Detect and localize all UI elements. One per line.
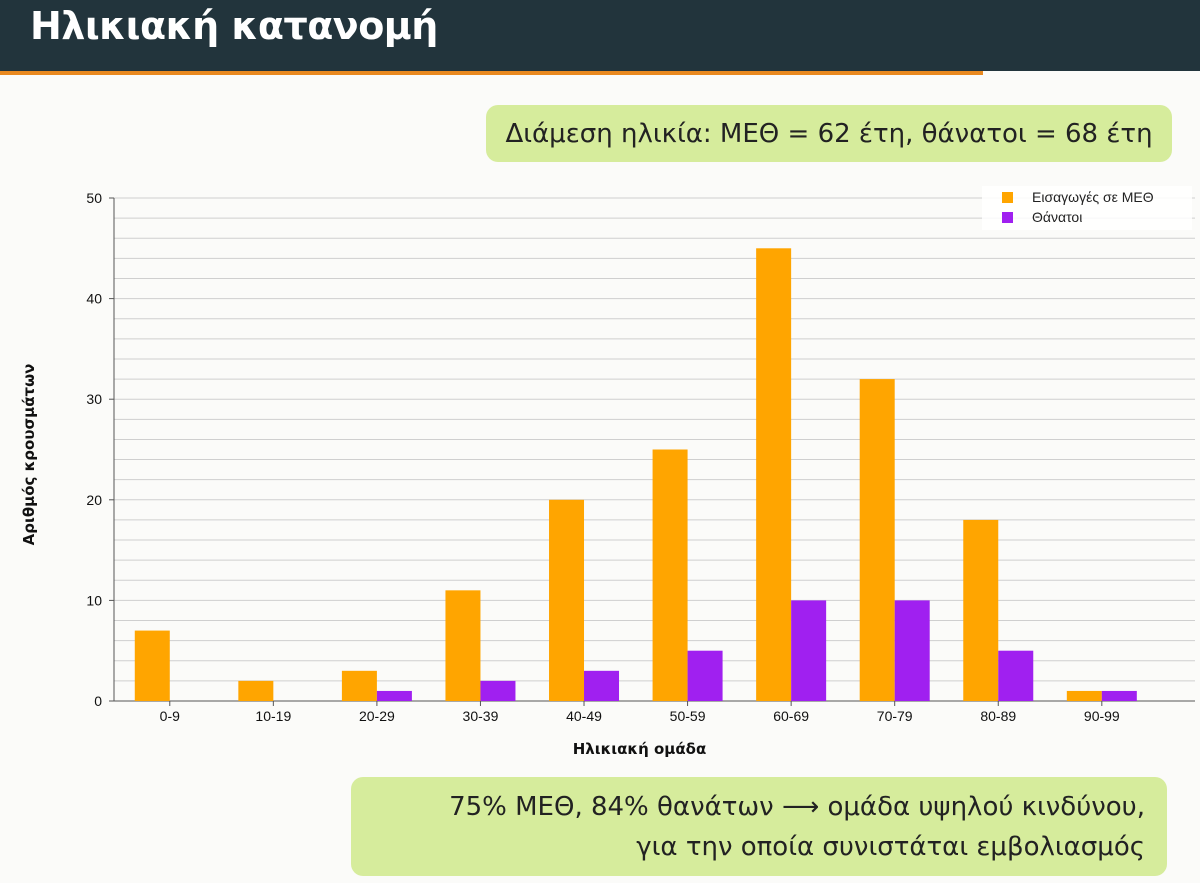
y-tick-label: 30: [86, 391, 102, 407]
legend-swatch: [1002, 212, 1013, 223]
y-tick-label: 10: [86, 592, 102, 608]
bar-deaths: [998, 650, 1034, 701]
legend-box: [982, 186, 1192, 230]
x-tick-label: 30-39: [463, 708, 499, 724]
x-tick-label: 50-59: [670, 708, 706, 724]
risk-callout-line-2: για την οποία συνιστάται εμβολιασμός: [636, 831, 1145, 862]
bar-icu: [963, 519, 999, 701]
x-tick-label: 40-49: [566, 708, 602, 724]
median-age-callout: Διάμεση ηλικία: ΜΕΘ = 62 έτη, θάνατοι = …: [486, 105, 1172, 162]
x-tick-label: 10-19: [255, 708, 291, 724]
x-tick-label: 0-9: [160, 708, 180, 724]
bar-icu: [238, 680, 274, 701]
risk-callout-line-1: 75% ΜΕΘ, 84% θανάτων ⟶ ομάδα υψηλού κινδ…: [449, 791, 1145, 822]
x-axis-title: Ηλικιακή ομάδα: [573, 740, 707, 758]
legend-swatch: [1002, 192, 1013, 203]
header-bar: [0, 0, 1200, 71]
bar-icu: [1066, 690, 1102, 701]
median-age-text: Διάμεση ηλικία: ΜΕΘ = 62 έτη, θάνατοι = …: [505, 118, 1153, 149]
bar-deaths: [687, 650, 723, 701]
bar-deaths: [1101, 690, 1137, 701]
x-tick-label: 80-89: [980, 708, 1016, 724]
y-tick-label: 20: [86, 492, 102, 508]
bar-icu: [134, 630, 170, 701]
bar-icu: [652, 449, 688, 701]
bar-icu: [859, 379, 895, 701]
x-tick-label: 60-69: [773, 708, 809, 724]
y-tick-label: 0: [94, 693, 102, 709]
x-tick-label: 90-99: [1084, 708, 1120, 724]
legend-label: Θάνατοι: [1032, 209, 1082, 225]
bar-deaths: [376, 690, 412, 701]
bar-deaths: [480, 680, 516, 701]
bar-icu: [445, 590, 481, 701]
x-tick-label: 20-29: [359, 708, 395, 724]
legend-label: Εισαγωγές σε ΜΕΘ: [1032, 189, 1154, 205]
bar-icu: [341, 670, 377, 701]
y-tick-label: 40: [86, 291, 102, 307]
header-accent-line: [0, 71, 983, 75]
age-distribution-chart: 0 10 20 30 40 50 0-9 10-19 20-29 30-39 40-49 50-59 6…: [20, 186, 1195, 758]
bar-icu: [549, 499, 585, 701]
bar-deaths: [584, 670, 620, 701]
x-tick-label: 70-79: [877, 708, 913, 724]
bar-icu: [756, 248, 792, 702]
risk-group-callout: 75% ΜΕΘ, 84% θανάτων ⟶ ομάδα υψηλού κινδ…: [351, 777, 1167, 876]
y-tick-label: 50: [86, 190, 102, 206]
bar-deaths: [894, 600, 930, 701]
slide-title: Ηλικιακή κατανομή: [30, 4, 438, 48]
y-axis-title: Αριθμός κρουσμάτων: [20, 364, 38, 546]
bar-deaths: [791, 600, 827, 701]
